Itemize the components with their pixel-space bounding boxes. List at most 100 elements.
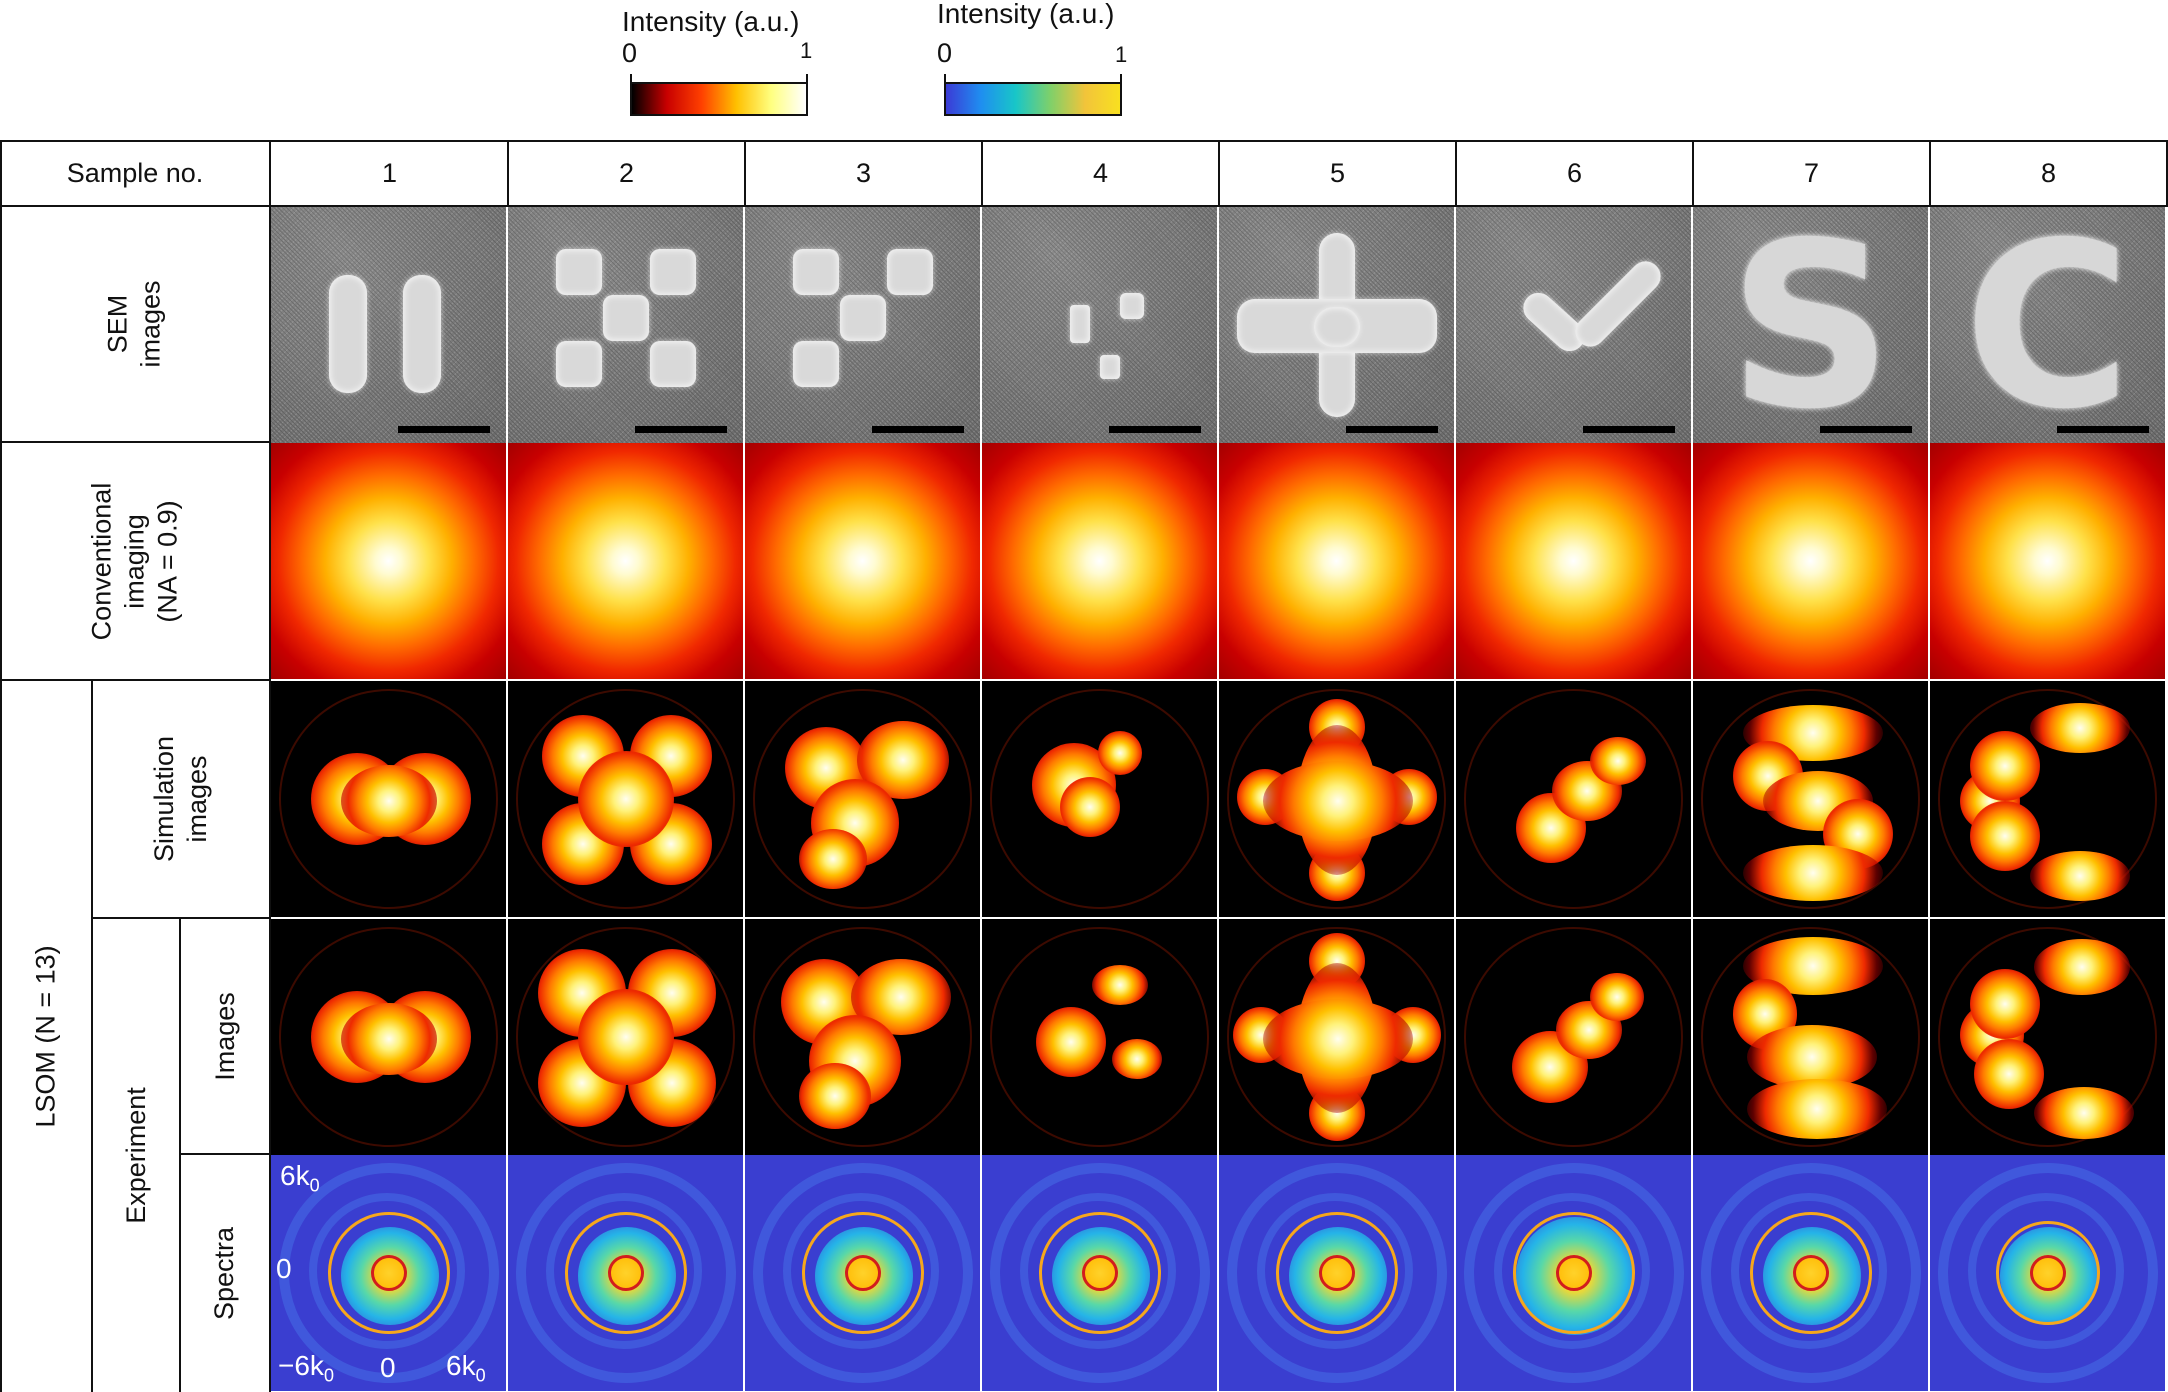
spectrum-image-2 bbox=[508, 1155, 743, 1391]
spectrum-fringe bbox=[1731, 1193, 1887, 1349]
header-divider bbox=[507, 140, 509, 206]
aperture-ring bbox=[1938, 927, 2157, 1147]
header-divider bbox=[1692, 140, 1694, 206]
cutoff-circle-outer bbox=[1513, 1212, 1635, 1334]
colorbar-hot-title: Intensity (a.u.) bbox=[622, 6, 800, 37]
experiment-image-8 bbox=[1930, 919, 2165, 1155]
sem-letter-S: S bbox=[1728, 207, 1893, 443]
intensity-spot bbox=[2030, 851, 2130, 901]
spectra-x-right-sub: 0 bbox=[475, 1365, 486, 1386]
spectrum-fringe bbox=[1494, 1193, 1650, 1349]
sem-image-1 bbox=[271, 207, 506, 443]
spectrum-fringe bbox=[516, 1163, 736, 1383]
conventional-image-3 bbox=[745, 443, 980, 679]
sem-structure bbox=[403, 275, 441, 393]
sem-structure bbox=[650, 341, 696, 387]
header-divider bbox=[1455, 140, 1457, 206]
header-divider bbox=[981, 140, 983, 206]
row-label-exp-images-text: Images bbox=[209, 991, 240, 1081]
spectrum-fringe bbox=[1968, 1193, 2124, 1349]
sem-noise bbox=[982, 207, 1217, 443]
spectrum-fringe bbox=[1020, 1193, 1176, 1349]
row-label-sem: SEM images bbox=[0, 206, 270, 442]
sem-structure bbox=[556, 249, 602, 295]
cutoff-circle-inner bbox=[2030, 1255, 2066, 1291]
aperture-ring bbox=[990, 927, 1209, 1147]
intensity-spot bbox=[1970, 969, 2040, 1039]
row-label-experiment: Experiment bbox=[92, 918, 180, 1392]
scale-bar bbox=[1346, 426, 1438, 433]
cutoff-circle-inner bbox=[845, 1255, 881, 1291]
rule-v-exp bbox=[179, 918, 181, 1392]
experiment-image-3 bbox=[745, 919, 980, 1155]
header-sample-3: 3 bbox=[855, 157, 872, 188]
conventional-image-7 bbox=[1693, 443, 1928, 679]
cutoff-circle-outer bbox=[1276, 1212, 1398, 1334]
spectrum-image-4 bbox=[982, 1155, 1217, 1391]
intensity-spot bbox=[1970, 801, 2040, 871]
colorbar-parula-max: 1 bbox=[1115, 42, 1128, 67]
colorbar-parula-tick-min bbox=[944, 74, 946, 82]
aperture-ring bbox=[753, 927, 972, 1147]
spectrum-image-1 bbox=[271, 1155, 506, 1391]
row-label-exp-spectra: Spectra bbox=[180, 1154, 270, 1392]
sem-noise bbox=[271, 207, 506, 443]
experiment-image-4 bbox=[982, 919, 1217, 1155]
rule-v-lsom bbox=[91, 680, 93, 1392]
row-label-simulation-text: Simulation images bbox=[149, 735, 212, 863]
colorbar-parula-title: Intensity (a.u.) bbox=[937, 0, 1115, 29]
intensity-spot bbox=[799, 1063, 871, 1129]
spectrum-fringe bbox=[1464, 1163, 1684, 1383]
rule-header bbox=[0, 205, 2168, 207]
cutoff-circle-inner bbox=[1319, 1255, 1355, 1291]
spectrum-fringe bbox=[753, 1163, 973, 1383]
scale-bar bbox=[872, 426, 964, 433]
cutoff-circle-inner bbox=[1556, 1255, 1592, 1291]
rule-v-right bbox=[2166, 140, 2168, 206]
aperture-ring bbox=[1464, 689, 1683, 909]
spectrum-fringe bbox=[309, 1193, 465, 1349]
header-sample-6: 6 bbox=[1566, 157, 1583, 188]
aperture-ring bbox=[1701, 689, 1920, 909]
colorbar-hot-max: 1 bbox=[800, 38, 813, 63]
cutoff-circle-inner bbox=[608, 1255, 644, 1291]
cutoff-circle-inner bbox=[1082, 1255, 1118, 1291]
spectrum-fringe bbox=[1701, 1163, 1921, 1383]
conventional-image-1 bbox=[271, 443, 506, 679]
header-divider bbox=[1929, 140, 1931, 206]
experiment-image-6 bbox=[1456, 919, 1691, 1155]
simulation-image-4 bbox=[982, 681, 1217, 917]
sem-structure bbox=[1314, 307, 1360, 347]
spectrum-image-5 bbox=[1219, 1155, 1454, 1391]
sem-structure bbox=[793, 341, 839, 387]
intensity-spot bbox=[1036, 1007, 1106, 1077]
colorbar-hot-gradient bbox=[630, 82, 808, 116]
aperture-ring bbox=[1227, 689, 1446, 909]
sem-noise bbox=[1693, 207, 1928, 443]
sem-image-2 bbox=[508, 207, 743, 443]
row-label-exp-spectra-text: Spectra bbox=[209, 1226, 240, 1320]
intensity-spot bbox=[1060, 777, 1120, 837]
intensity-spot bbox=[799, 829, 867, 889]
header-sample-8: 8 bbox=[2040, 157, 2057, 188]
sem-image-5 bbox=[1219, 207, 1454, 443]
sem-letter-C: C bbox=[1963, 207, 2132, 443]
row-label-simulation: Simulation images bbox=[92, 680, 270, 918]
experiment-image-7 bbox=[1693, 919, 1928, 1155]
experiment-image-1 bbox=[271, 919, 506, 1155]
experiment-image-2 bbox=[508, 919, 743, 1155]
colorbar-parula-min: 0 bbox=[937, 38, 953, 68]
simulation-image-7 bbox=[1693, 681, 1928, 917]
cutoff-circle-outer bbox=[1750, 1212, 1872, 1334]
header-divider bbox=[744, 140, 746, 206]
colorbar-hot-min: 0 bbox=[622, 38, 638, 68]
sem-image-3 bbox=[745, 207, 980, 443]
spectrum-image-7 bbox=[1693, 1155, 1928, 1391]
rule-sem bbox=[0, 441, 270, 443]
rule-v-label bbox=[269, 140, 271, 1392]
intensity-spot bbox=[341, 1003, 437, 1075]
scale-bar bbox=[1820, 426, 1912, 433]
header-sample-2: 2 bbox=[618, 157, 635, 188]
conventional-image-2 bbox=[508, 443, 743, 679]
spectra-x-left-base: −6k bbox=[278, 1350, 324, 1381]
